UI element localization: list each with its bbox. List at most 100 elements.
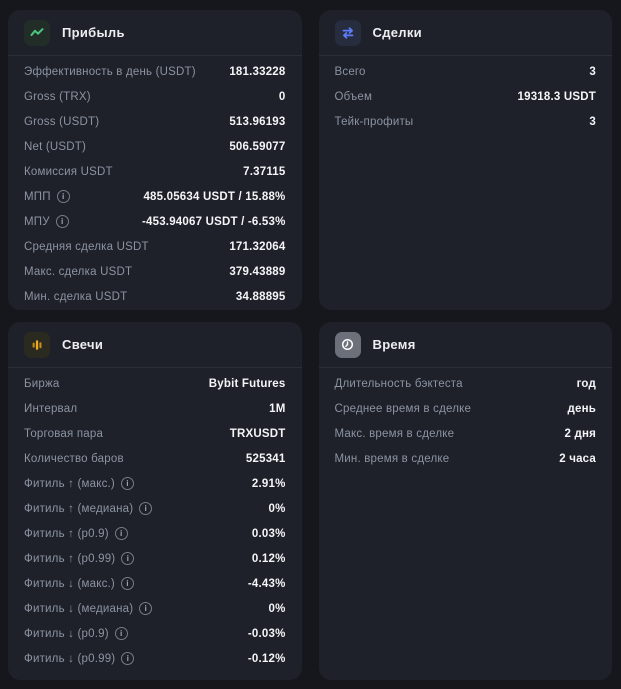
stat-row: Фитиль ↓ (макс.) i -4.43% bbox=[24, 571, 286, 596]
stat-label: Фитиль ↓ (p0.9) i bbox=[24, 627, 128, 640]
stat-row: Биржа Bybit Futures bbox=[24, 371, 286, 396]
card-time: Время Длительность бэктеста год Среднее вр… bbox=[318, 322, 613, 680]
stat-label: Фитиль ↑ (p0.99) i bbox=[24, 552, 135, 565]
stat-value: 181.33228 bbox=[229, 65, 286, 78]
stat-value: день bbox=[567, 402, 596, 415]
stat-row: Мин. время в сделке 2 часа bbox=[335, 446, 597, 471]
stat-label: Фитиль ↓ (p0.99) i bbox=[24, 652, 135, 665]
stat-label: МПП i bbox=[24, 190, 70, 203]
info-icon[interactable]: i bbox=[121, 552, 135, 565]
stat-value: 19318.3 USDT bbox=[517, 90, 596, 103]
stat-row: МПП i 485.05634 USDT / 15.88% bbox=[24, 184, 286, 209]
stat-label-text: Биржа bbox=[24, 377, 60, 390]
stat-label-text: Фитиль ↑ (p0.99) bbox=[24, 552, 116, 565]
info-icon[interactable]: i bbox=[114, 527, 128, 540]
info-icon[interactable]: i bbox=[120, 477, 134, 490]
stat-label: Тейк-профиты bbox=[335, 116, 414, 128]
card-trades: Сделки Всего 3 Объем 19318.3 USDT Тейк-профи… bbox=[318, 10, 612, 310]
stat-row: Интервал 1M bbox=[24, 396, 286, 421]
stat-row: Макс. время в сделке 2 дня bbox=[335, 421, 597, 446]
stat-value: 0% bbox=[268, 602, 286, 615]
stat-label: Макс. время в сделке bbox=[335, 428, 455, 440]
stat-row: Gross (TRX) 0 bbox=[24, 84, 286, 109]
card-time-rows: Длительность бэктеста год Среднее время в … bbox=[319, 368, 613, 680]
info-icon[interactable]: i bbox=[114, 627, 128, 640]
stat-label-text: Фитиль ↓ (макс.) bbox=[24, 577, 115, 590]
stat-value: 525341 bbox=[245, 452, 286, 465]
stat-row: Net (USDT) 506.59077 bbox=[24, 134, 286, 159]
stat-label-text: Длительность бэктеста bbox=[334, 377, 463, 390]
stat-value: 485.05634 USDT / 15.88% bbox=[143, 190, 286, 203]
stat-label: Gross (TRX) bbox=[24, 91, 91, 103]
stat-value: 0.12% bbox=[251, 552, 286, 565]
stat-label-text: Макс. сделка USDT bbox=[24, 265, 133, 278]
stat-label: Объем bbox=[335, 91, 373, 103]
info-icon[interactable]: i bbox=[55, 215, 69, 228]
stat-row: Длительность бэктеста год bbox=[335, 371, 597, 396]
stat-row: Фитиль ↓ (p0.99) i -0.12% bbox=[24, 646, 286, 671]
info-icon[interactable]: i bbox=[120, 577, 134, 590]
stat-label: Мин. сделка USDT bbox=[24, 291, 127, 303]
card-candles-rows: Биржа Bybit Futures Интервал 1M Торговая пар… bbox=[8, 368, 302, 680]
candlestick-icon bbox=[24, 331, 50, 358]
stat-row: Фитиль ↓ (медиана) i 0% bbox=[24, 596, 286, 621]
stat-value: 171.32064 bbox=[229, 240, 286, 253]
stat-label-text: Объем bbox=[334, 90, 373, 103]
stat-row: Торговая пара TRXUSDT bbox=[24, 421, 286, 446]
stat-label-text: Фитиль ↑ (макс.) bbox=[24, 477, 115, 490]
stat-label: Gross (USDT) bbox=[24, 116, 99, 128]
stat-label: Фитиль ↑ (p0.9) i bbox=[24, 527, 128, 540]
stat-value: 2 часа bbox=[559, 452, 596, 465]
stat-row: МПУ i -453.94067 USDT / -6.53% bbox=[24, 209, 286, 234]
stat-label: Фитиль ↑ (макс.) i bbox=[24, 477, 134, 490]
stat-label: Фитиль ↓ (медиана) i bbox=[24, 602, 153, 615]
stat-row: Объем 19318.3 USDT bbox=[335, 84, 597, 109]
card-trades-header: Сделки bbox=[318, 10, 612, 56]
stat-label-text: Интервал bbox=[24, 402, 78, 415]
stat-label-text: МПП bbox=[24, 190, 51, 203]
info-icon[interactable]: i bbox=[139, 602, 153, 615]
stat-label-text: Мин. время в сделке bbox=[334, 452, 450, 465]
stat-row: Тейк-профиты 3 bbox=[335, 109, 597, 134]
card-profit: Прибыль Эффективность в день (USDT) 181.3… bbox=[8, 10, 302, 310]
card-time-header: Время bbox=[318, 322, 612, 368]
stat-label: Фитиль ↓ (макс.) i bbox=[24, 577, 134, 590]
stat-label: Количество баров bbox=[24, 453, 124, 465]
stat-label: Комиссия USDT bbox=[24, 166, 113, 178]
stat-value: 3 bbox=[589, 65, 596, 78]
stat-row: Всего 3 bbox=[335, 59, 597, 84]
card-candles: Свечи Биржа Bybit Futures Интервал 1M Торгов… bbox=[8, 322, 302, 680]
stat-label-text: Макс. время в сделке bbox=[334, 427, 455, 440]
stat-value: -4.43% bbox=[247, 577, 286, 590]
trend-line-icon bbox=[24, 19, 50, 46]
stat-label-text: Всего bbox=[334, 65, 366, 78]
stat-row: Gross (USDT) 513.96193 bbox=[24, 109, 286, 134]
info-icon[interactable]: i bbox=[121, 652, 135, 665]
stat-label: Фитиль ↑ (медиана) i bbox=[24, 502, 153, 515]
info-icon[interactable]: i bbox=[56, 190, 70, 203]
stat-label-text: Тейк-профиты bbox=[334, 115, 414, 128]
card-title: Свечи bbox=[62, 337, 104, 352]
stat-label-text: Фитиль ↓ (медиана) bbox=[24, 602, 134, 615]
stat-label-text: Фитиль ↓ (p0.99) bbox=[24, 652, 116, 665]
stat-value: 1M bbox=[269, 402, 286, 415]
stat-row: Фитиль ↑ (макс.) i 2.91% bbox=[24, 471, 286, 496]
stat-label: Среднее время в сделке bbox=[335, 403, 472, 415]
stat-value: 2 дня bbox=[564, 427, 596, 440]
info-icon[interactable]: i bbox=[139, 502, 153, 515]
stat-row: Среднее время в сделке день bbox=[335, 396, 597, 421]
swap-arrows-icon bbox=[334, 19, 361, 46]
stat-label-text: Комиссия USDT bbox=[24, 165, 113, 178]
stat-label-text: Фитиль ↑ (медиана) bbox=[24, 502, 134, 515]
stat-row: Комиссия USDT 7.37115 bbox=[24, 159, 286, 184]
stat-label: Эффективность в день (USDT) bbox=[24, 66, 196, 78]
stat-row: Количество баров 525341 bbox=[24, 446, 286, 471]
stat-label-text: Фитиль ↓ (p0.9) bbox=[24, 627, 109, 640]
stat-value: 0 bbox=[278, 90, 286, 103]
stat-label-text: Фитиль ↑ (p0.9) bbox=[24, 527, 109, 540]
stat-value: TRXUSDT bbox=[229, 427, 286, 440]
stat-label-text: Среднее время в сделке bbox=[334, 402, 472, 415]
stat-label: Интервал bbox=[24, 403, 77, 415]
stat-label-text: Эффективность в день (USDT) bbox=[24, 65, 196, 78]
stat-value: 7.37115 bbox=[243, 165, 286, 178]
